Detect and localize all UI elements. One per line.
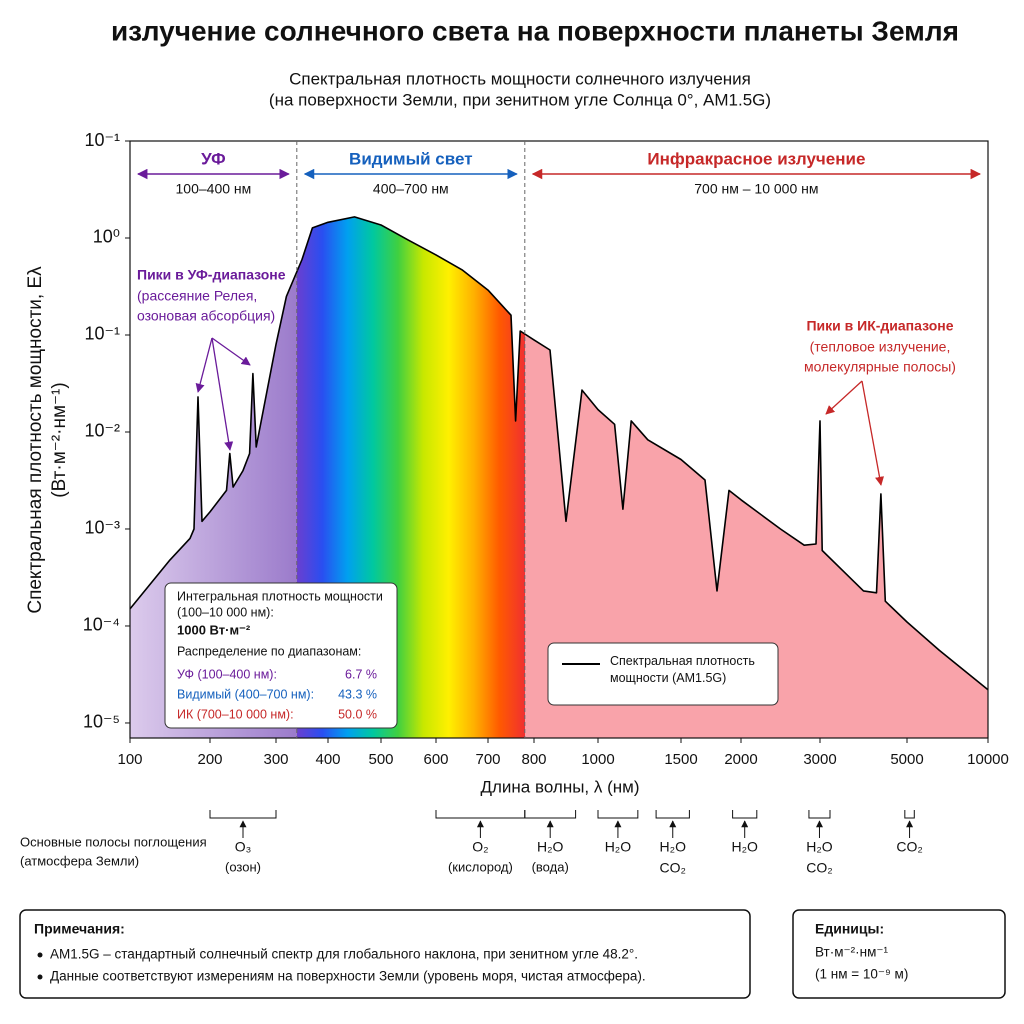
info-text: (100–10 000 нм): <box>177 605 274 619</box>
y-tick-label: 10⁻⁵ <box>83 712 120 732</box>
units-title: Единицы: <box>815 921 884 937</box>
info-total: 1000 Вт·м⁻² <box>177 622 251 637</box>
annotation-arrow <box>211 337 234 451</box>
info-row-label: Видимый (400–700 нм): <box>177 687 314 701</box>
notes-box <box>19 909 751 999</box>
absorption-bracket <box>655 810 690 819</box>
x-tick-label: 1000 <box>581 751 614 768</box>
spectrum-line <box>129 216 989 691</box>
units-box <box>792 909 1006 999</box>
y-tick-label: 10⁻² <box>84 421 120 441</box>
region-name: Видимый свет <box>349 149 472 168</box>
y-tick-label: 10⁻¹ <box>84 130 120 150</box>
annotation-arrow <box>195 337 213 393</box>
units-line: (1 нм = 10⁻⁹ м) <box>815 967 908 982</box>
annotation-text: (тепловое излучение, <box>810 339 951 355</box>
absorption-label: (атмосфера Земли) <box>20 853 139 868</box>
annotation-arrow <box>211 337 251 366</box>
region-range: 700 нм – 10 000 нм <box>694 181 818 197</box>
region-range: 100–400 нм <box>176 181 252 197</box>
x-tick-label: 10000 <box>967 751 1009 768</box>
subtitle: Спектральная плотность мощности солнечно… <box>289 69 751 88</box>
absorption-name: (озон) <box>225 859 261 874</box>
absorption-bracket <box>524 810 577 819</box>
info-box <box>164 582 398 729</box>
annotation-text: (рассеяние Релея, <box>137 288 257 304</box>
x-tick-label: 100 <box>117 751 142 768</box>
x-tick-label: 300 <box>263 751 288 768</box>
absorption-formula: O₃ <box>235 839 252 855</box>
x-tick-label: 2000 <box>724 751 757 768</box>
info-text: Интегральная плотность мощности <box>177 589 383 603</box>
y-tick-label: 10⁰ <box>93 227 120 247</box>
absorption-name: (кислород) <box>448 859 513 874</box>
bullet <box>37 974 43 980</box>
x-tick-label: 400 <box>315 751 340 768</box>
absorption-formula: CO₂ <box>806 860 832 876</box>
info-row-label: ИК (700–10 000 нм): <box>177 707 294 721</box>
absorption-formula: H₂O <box>605 839 632 855</box>
info-row-value: 50.0 % <box>338 707 377 721</box>
annotation-arrow <box>861 380 885 486</box>
annotation-title: Пики в УФ-диапазоне <box>137 267 286 283</box>
absorption-formula: H₂O <box>660 839 687 855</box>
bullet <box>37 952 43 958</box>
y-tick-label: 10⁻³ <box>84 518 120 538</box>
x-tick-label: 700 <box>475 751 500 768</box>
units-line: Вт·м⁻²·нм⁻¹ <box>815 945 888 960</box>
absorption-name: (вода) <box>532 859 569 874</box>
page-title: излучение солнечного света на поверхност… <box>111 15 959 46</box>
subtitle: (на поверхности Земли, при зенитном угле… <box>269 90 771 109</box>
x-tick-label: 5000 <box>890 751 923 768</box>
annotation-arrow <box>825 380 863 415</box>
region-name: УФ <box>201 149 225 168</box>
absorption-bracket <box>597 810 639 819</box>
x-tick-label: 200 <box>197 751 222 768</box>
absorption-formula: O₂ <box>472 839 488 855</box>
absorption-formula: H₂O <box>731 839 758 855</box>
absorption-bracket <box>209 810 277 819</box>
notes-item: Данные соответствуют измерениям на повер… <box>50 969 646 984</box>
legend-entry-box: Спектральная плотность мощности (AM1.5G) <box>610 654 755 685</box>
x-tick-label: 500 <box>368 751 393 768</box>
x-tick-label: 1500 <box>664 751 697 768</box>
annotation-text: молекулярные полосы) <box>804 359 956 375</box>
y-axis-label: Спектральная плотность мощности, Eλ <box>25 266 46 614</box>
y-tick-label: 10⁻¹ <box>84 324 120 344</box>
y-tick-label: 10⁻⁴ <box>83 615 120 635</box>
info-row-value: 43.3 % <box>338 687 377 701</box>
legend-entry: Спектральная плотность мощности (AM1.5G) <box>610 654 755 685</box>
absorption-formula: CO₂ <box>896 839 922 855</box>
x-tick-label: 800 <box>521 751 546 768</box>
plot-frame <box>129 140 989 739</box>
notes-title: Примечания: <box>34 921 125 937</box>
absorption-label: Основные полосы поглощения <box>20 834 207 849</box>
annotation-text: озоновая абсорбция) <box>137 308 275 324</box>
absorption-bracket <box>904 810 915 819</box>
info-row-value: 6.7 % <box>345 667 377 681</box>
info-text: Распределение по диапазонам: <box>177 644 361 658</box>
absorption-formula: CO₂ <box>660 860 686 876</box>
absorption-bracket <box>808 810 831 819</box>
x-tick-label: 3000 <box>803 751 836 768</box>
x-tick-label: 600 <box>423 751 448 768</box>
absorption-bracket <box>732 810 758 819</box>
annotation-title: Пики в ИК-диапазоне <box>806 318 953 334</box>
info-row-label: УФ (100–400 нм): <box>177 667 277 681</box>
x-axis-label: Длина волны, λ (нм) <box>480 777 639 796</box>
region-range: 400–700 нм <box>373 181 449 197</box>
absorption-bracket <box>435 810 526 819</box>
notes-item: AM1.5G – стандартный солнечный спектр дл… <box>50 947 638 962</box>
absorption-formula: H₂O <box>537 839 564 855</box>
y-axis-units: (Вт·м⁻²·нм⁻¹) <box>49 382 70 497</box>
region-name: Инфракрасное излучение <box>647 149 865 168</box>
legend-box <box>547 642 779 706</box>
absorption-formula: H₂O <box>806 839 833 855</box>
